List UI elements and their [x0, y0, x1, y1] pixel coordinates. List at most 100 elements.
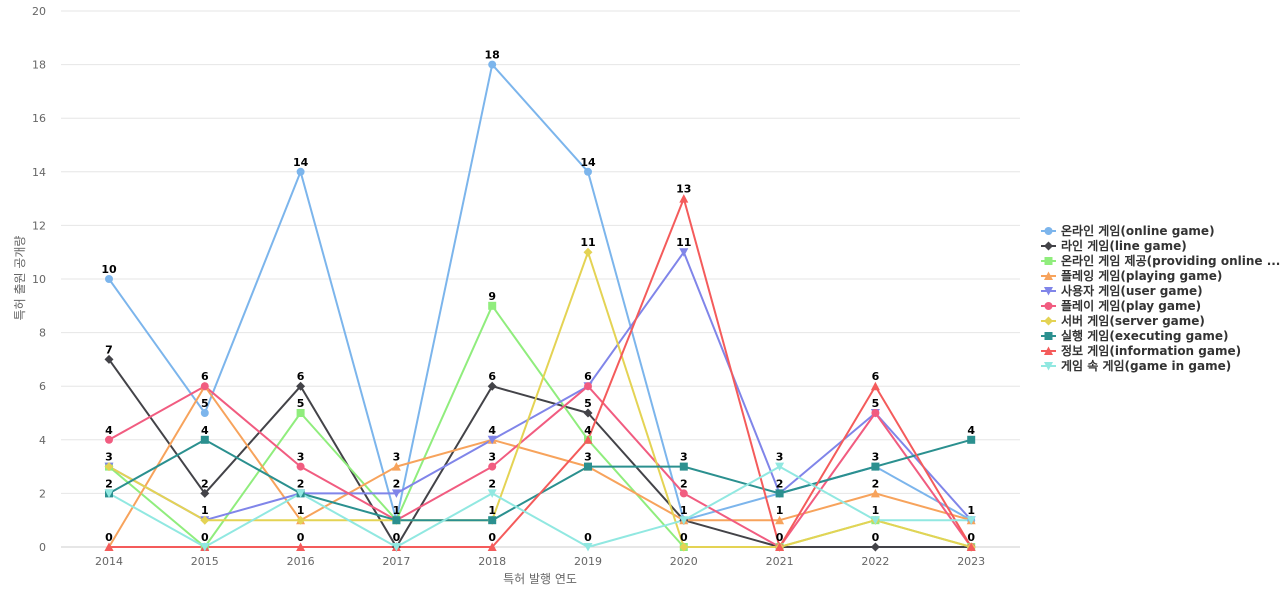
- data-point[interactable]: [583, 435, 593, 444]
- data-point[interactable]: [296, 409, 305, 417]
- data-point[interactable]: [584, 462, 592, 471]
- legend-item[interactable]: 사용자 게임(user game): [1041, 283, 1203, 298]
- data-point[interactable]: [583, 247, 593, 257]
- data-label: 6: [488, 370, 496, 383]
- data-point[interactable]: [583, 543, 593, 552]
- legend-label: 라인 게임(line game): [1061, 238, 1187, 253]
- data-point[interactable]: [105, 435, 113, 444]
- data-point[interactable]: [966, 516, 976, 525]
- legend-item[interactable]: 실행 게임(executing game): [1041, 328, 1228, 343]
- data-point[interactable]: [487, 381, 497, 391]
- data-label: 2: [488, 477, 496, 490]
- y-axis-ticks: 0 2 4 6 8 10 12 14 16 18 20: [32, 5, 46, 554]
- data-point[interactable]: [966, 542, 976, 552]
- data-point[interactable]: [870, 488, 880, 498]
- legend-item[interactable]: 서버 게임(server game): [1041, 313, 1205, 328]
- data-point[interactable]: [870, 381, 880, 391]
- data-point[interactable]: [775, 462, 785, 472]
- data-point[interactable]: [104, 462, 114, 472]
- data-label: 2: [872, 477, 880, 490]
- data-point[interactable]: [679, 248, 689, 257]
- legend-label: 온라인 게임 제공(providing online ...: [1061, 253, 1280, 268]
- data-point[interactable]: [584, 382, 592, 391]
- legend-marker[interactable]: [1044, 346, 1053, 356]
- data-point[interactable]: [391, 489, 401, 498]
- data-point[interactable]: [488, 462, 497, 471]
- data-point[interactable]: [679, 542, 689, 552]
- data-point[interactable]: [583, 408, 593, 418]
- data-label: 1: [776, 504, 784, 517]
- legend-label: 사용자 게임(user game): [1061, 283, 1203, 298]
- data-label: 3: [680, 451, 688, 464]
- data-label: 1: [393, 504, 401, 517]
- data-point[interactable]: [967, 435, 976, 444]
- data-point[interactable]: [775, 542, 785, 552]
- data-point[interactable]: [104, 489, 114, 498]
- legend-item[interactable]: 온라인 게임 제공(providing online ...: [1041, 253, 1280, 268]
- data-label: 0: [488, 531, 496, 544]
- legend-marker[interactable]: [1044, 332, 1053, 340]
- legend-item[interactable]: 게임 속 게임(game in game): [1041, 359, 1231, 373]
- legend-marker[interactable]: [1044, 287, 1053, 296]
- legend-item[interactable]: 라인 게임(line game): [1041, 238, 1187, 253]
- series-markers: [104, 60, 976, 552]
- legend-label: 게임 속 게임(game in game): [1061, 359, 1231, 373]
- data-label: 1: [872, 504, 880, 517]
- data-point[interactable]: [870, 516, 880, 525]
- data-point[interactable]: [487, 435, 497, 445]
- data-point[interactable]: [200, 543, 210, 552]
- legend-marker[interactable]: [1044, 362, 1053, 371]
- data-point[interactable]: [488, 60, 497, 69]
- data-point[interactable]: [775, 515, 785, 525]
- data-point[interactable]: [488, 301, 497, 310]
- data-point[interactable]: [200, 488, 210, 498]
- data-point[interactable]: [296, 515, 306, 525]
- data-point[interactable]: [296, 381, 306, 391]
- data-point[interactable]: [391, 543, 401, 552]
- legend-label: 서버 게임(server game): [1061, 313, 1205, 328]
- data-point[interactable]: [391, 462, 401, 471]
- legend-marker[interactable]: [1044, 257, 1053, 265]
- data-label: 18: [485, 49, 500, 62]
- data-label: 0: [201, 531, 209, 544]
- data-point[interactable]: [679, 516, 689, 525]
- data-point[interactable]: [296, 542, 306, 552]
- data-point[interactable]: [775, 489, 784, 498]
- data-point[interactable]: [870, 542, 880, 552]
- legend-item[interactable]: 플레잉 게임(playing game): [1041, 268, 1222, 283]
- x-tick-label: 2017: [382, 555, 410, 568]
- data-point[interactable]: [584, 167, 592, 176]
- data-point[interactable]: [105, 275, 113, 283]
- data-point[interactable]: [296, 167, 305, 176]
- data-point[interactable]: [104, 542, 114, 552]
- data-point[interactable]: [487, 489, 497, 498]
- data-point[interactable]: [200, 435, 209, 444]
- data-label: 7: [105, 343, 113, 356]
- data-point[interactable]: [679, 489, 688, 498]
- x-tick-label: 2014: [95, 555, 123, 568]
- data-point[interactable]: [679, 194, 689, 203]
- legend-item[interactable]: 온라인 게임(online game): [1041, 223, 1215, 238]
- legend-marker[interactable]: [1044, 227, 1053, 235]
- data-point[interactable]: [104, 354, 114, 364]
- data-point[interactable]: [871, 409, 880, 417]
- data-point[interactable]: [200, 382, 209, 391]
- data-point[interactable]: [487, 542, 497, 552]
- series-line: [108, 358, 972, 548]
- data-point[interactable]: [871, 462, 880, 471]
- legend-marker[interactable]: [1044, 241, 1053, 251]
- legend-item[interactable]: 플레이 게임(play game): [1041, 298, 1201, 313]
- data-point[interactable]: [200, 515, 210, 525]
- data-label: 4: [967, 424, 975, 437]
- legend-marker[interactable]: [1044, 316, 1053, 326]
- legend-marker[interactable]: [1044, 271, 1053, 281]
- data-point[interactable]: [488, 516, 497, 525]
- data-point[interactable]: [200, 409, 209, 417]
- data-point[interactable]: [679, 462, 688, 471]
- data-point[interactable]: [296, 462, 305, 471]
- data-point[interactable]: [392, 516, 401, 525]
- legend-marker[interactable]: [1044, 302, 1053, 310]
- y-axis-title: 특허 출원 공개량: [13, 236, 27, 321]
- data-point[interactable]: [296, 489, 306, 498]
- legend-item[interactable]: 정보 게임(information game): [1041, 343, 1241, 358]
